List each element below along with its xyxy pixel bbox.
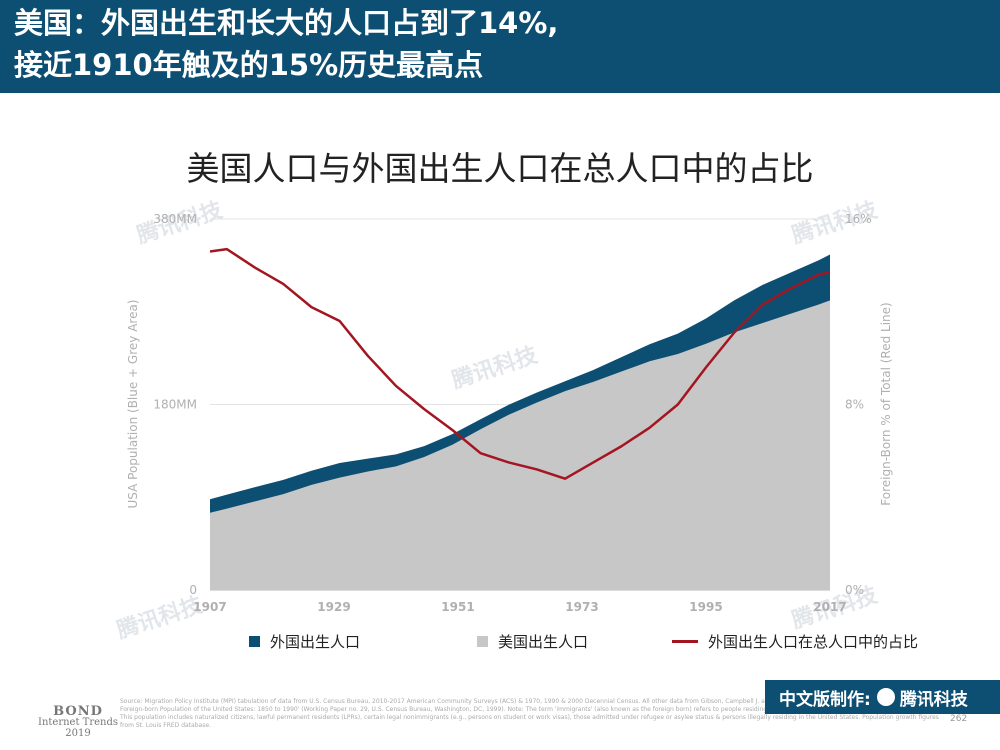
y-right-tick-label: 0% [845,583,864,597]
x-tick-label: 1995 [689,600,722,614]
credit-banner: 中文版制作: 腾讯科技 [765,680,1000,714]
bond-logo-year: 2019 [65,728,91,739]
header-banner: 美国：外国出生和长大的人口占到了14%, 接近1910年触及的15%历史最高点 [0,0,1000,93]
source-note: Source: Migration Policy Institute (MPI)… [120,698,939,729]
legend-line [672,640,698,643]
bond-logo: BOND Internet Trends 2019 [38,704,119,739]
y-left-tick-label: 380MM [153,212,197,226]
y-right-tick-label: 16% [845,212,872,226]
x-tick-label: 2017 [813,600,846,614]
legend-label: 外国出生人口在总人口中的占比 [708,633,919,651]
y-left-tick-label: 0 [189,583,197,597]
headline-line-2: 接近1910年触及的15%历史最高点 [14,48,484,82]
x-tick-label: 1929 [317,600,350,614]
y-left-tick-label: 180MM [153,398,197,412]
x-tick-label: 1907 [193,600,226,614]
credit-label: 中文版制作: [779,689,871,710]
y-left-axis-label: USA Population (Blue + Grey Area) [126,300,140,509]
legend-swatch [249,636,260,647]
chart-title: 美国人口与外国出生人口在总人口中的占比 [186,149,814,188]
legend-label: 外国出生人口 [270,633,361,651]
legend-item-native-born: 美国出生人口 [477,631,588,652]
page-number: 262 [950,714,968,724]
legend-item-foreign-born: 外国出生人口 [249,631,360,652]
y-right-axis-label: Foreign-Born % of Total (Red Line) [879,302,893,505]
credit-brand: 腾讯科技 [899,689,968,710]
headline-line-1: 美国：外国出生和长大的人口占到了14%, [14,6,559,40]
bond-logo-name: BOND [53,704,103,719]
legend-swatch [477,636,488,647]
x-tick-label: 1973 [565,600,598,614]
legend-item-foreign-born-share: 外国出生人口在总人口中的占比 [672,631,918,652]
line-foreign-born-share [209,247,831,480]
area-native-born [210,300,830,590]
bond-logo-subtitle: Internet Trends [38,717,119,728]
x-tick-label: 1951 [441,600,474,614]
legend-label: 美国出生人口 [498,633,589,651]
tencent-logo-icon [876,688,895,706]
y-right-tick-label: 8% [845,398,864,412]
